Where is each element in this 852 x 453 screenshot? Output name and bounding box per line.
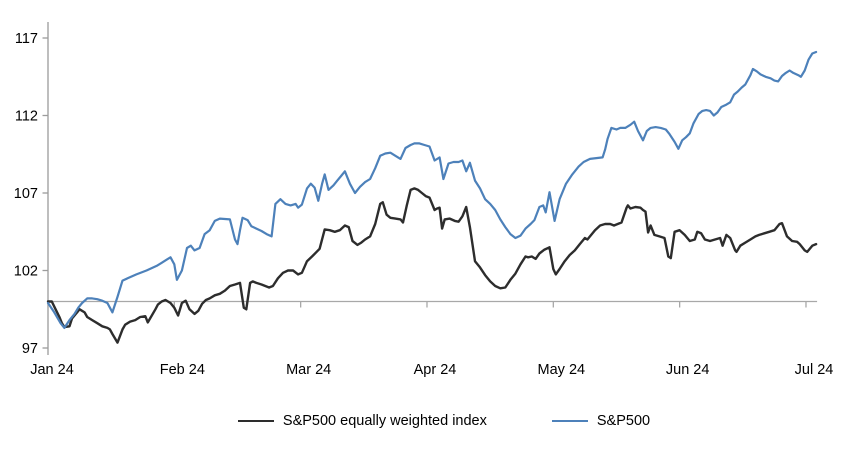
legend-item-equal-weighted: S&P500 equally weighted index: [237, 413, 487, 429]
series-line-sp500: [46, 50, 818, 329]
x-axis-label: May 24: [538, 362, 586, 378]
legend-item-sp500: S&P500: [551, 413, 651, 429]
legend-label-sp500: S&P500: [596, 413, 651, 429]
x-axis-label: Apr 24: [414, 362, 457, 378]
x-axis-label: Jan 24: [30, 362, 74, 378]
x-axis-label: Jun 24: [666, 362, 710, 378]
y-axis-label: 102: [14, 264, 38, 280]
x-axis-label: Mar 24: [286, 362, 331, 378]
legend-label-equal-weighted: S&P500 equally weighted index: [282, 413, 487, 429]
series-line-equal-weighted: [46, 187, 818, 344]
y-axis-label: 107: [14, 186, 38, 202]
legend-line-swatch-blue: [551, 420, 588, 422]
y-axis-label: 117: [15, 31, 38, 47]
y-axis-label: 97: [22, 341, 38, 357]
x-axis-label: Jul 24: [795, 362, 834, 378]
y-axis-label: 112: [15, 109, 38, 125]
x-axis-label: Feb 24: [160, 362, 205, 378]
legend-line-swatch-black: [237, 420, 274, 422]
chart-legend: S&P500 equally weighted index S&P500: [18, 411, 852, 431]
